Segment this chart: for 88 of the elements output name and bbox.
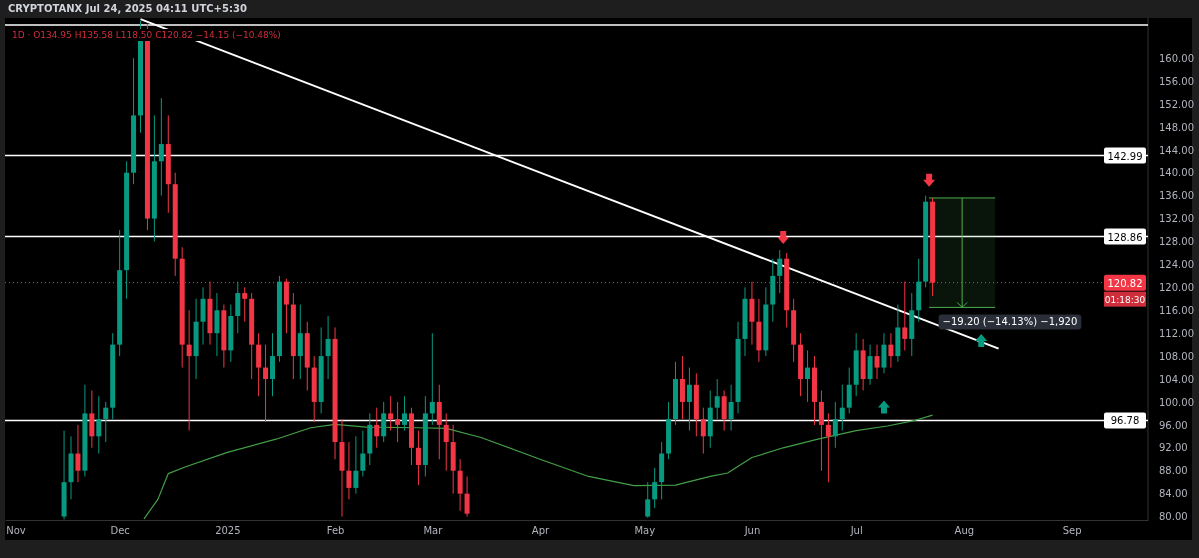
candlestick [402,395,408,432]
candlestick [436,384,442,460]
x-tick-label: May [634,525,656,536]
candlestick [777,249,783,294]
y-tick-label: 108.00 [1159,350,1194,362]
x-tick-label: Jul [849,525,863,536]
candlestick [825,412,831,483]
candlestick [381,401,387,443]
x-tick-label: Nov [6,525,26,536]
y-tick-label: 116.00 [1159,304,1194,316]
candlestick [429,332,435,426]
candlestick [839,384,845,432]
candlestick [75,424,81,483]
ref-line-label: 96.78 [1110,415,1140,427]
ref-line-label: 142.99 [1107,150,1143,162]
candlestick [652,467,658,509]
ref-line-label: 128.86 [1107,231,1143,243]
y-tick-label: 112.00 [1159,327,1194,339]
y-tick-label: 80.00 [1159,511,1188,523]
candlestick [235,281,241,334]
candlestick [888,332,894,369]
candlestick [686,367,692,432]
candlestick [360,430,366,477]
candlestick [263,344,269,423]
y-tick-label: 136.00 [1159,190,1194,202]
candlestick [89,389,95,449]
candlestick [818,389,824,472]
y-tick-label: 156.00 [1159,75,1194,87]
candlestick [388,395,394,432]
y-tick-label: 92.00 [1159,442,1188,454]
x-tick-label: Dec [110,525,130,536]
candlestick [256,332,262,397]
candlestick [700,407,706,455]
annotation: −19.20 (−14.13%) −1,920 [942,316,1078,328]
candlestick [214,292,220,357]
x-tick-label: Feb [326,525,345,536]
candlestick [728,384,734,432]
candlestick [415,430,421,486]
candlestick [721,389,727,432]
x-tick-label: 2025 [215,525,241,536]
candlestick [200,286,206,346]
candlestick [881,332,887,374]
candlestick [353,435,359,495]
y-tick-label: 84.00 [1159,488,1188,500]
candlestick [832,401,838,449]
y-tick-label: 160.00 [1159,52,1194,64]
x-tick-label: Jun [743,525,761,536]
y-tick-label: 88.00 [1159,465,1188,477]
y-tick-label: 140.00 [1159,167,1194,179]
y-tick-label: 104.00 [1159,373,1194,385]
candlestick [443,412,449,472]
candlestick [874,344,880,380]
candlestick [395,401,401,443]
y-tick-label: 152.00 [1159,98,1194,110]
candlestick [297,304,303,380]
y-tick-label: 124.00 [1159,259,1194,271]
annotation: 01:18:30 [1104,294,1146,305]
candlestick [242,286,248,323]
y-tick-label: 132.00 [1159,213,1194,225]
candlestick [186,309,192,432]
ref-line-label: 120.82 [1107,277,1143,289]
candlestick [457,458,463,512]
chart-title: CRYPTOTANX Jul 24, 2025 04:11 UTC+5:30 [8,3,247,14]
y-tick-label: 148.00 [1159,121,1194,133]
y-tick-label: 128.00 [1159,236,1194,248]
candlestick [325,315,331,380]
x-tick-label: Sep [1062,525,1082,536]
x-tick-label: Aug [954,525,975,536]
x-tick-label: Apr [531,525,551,536]
candlestick [346,441,352,500]
y-tick-label: 144.00 [1159,144,1194,156]
x-tick-label: Mar [423,525,444,536]
y-tick-label: 96.00 [1159,419,1188,431]
candlestick [805,349,811,403]
y-tick-label: 120.00 [1159,282,1194,294]
candlestick [679,355,685,420]
candlestick [158,97,164,197]
candlestick [846,367,852,414]
candlestick [103,401,109,443]
text: 1D · O134.95 H135.58 L118.50 C120.82 −14.15 (−10.48%) [12,30,281,40]
candlestick [374,407,380,449]
y-tick-label: 100.00 [1159,396,1194,408]
candlestick [867,344,873,386]
candlestick [270,332,276,397]
candlestick [714,378,720,420]
candlestick [464,475,470,518]
candlestick [96,395,102,455]
line-series [143,414,934,520]
